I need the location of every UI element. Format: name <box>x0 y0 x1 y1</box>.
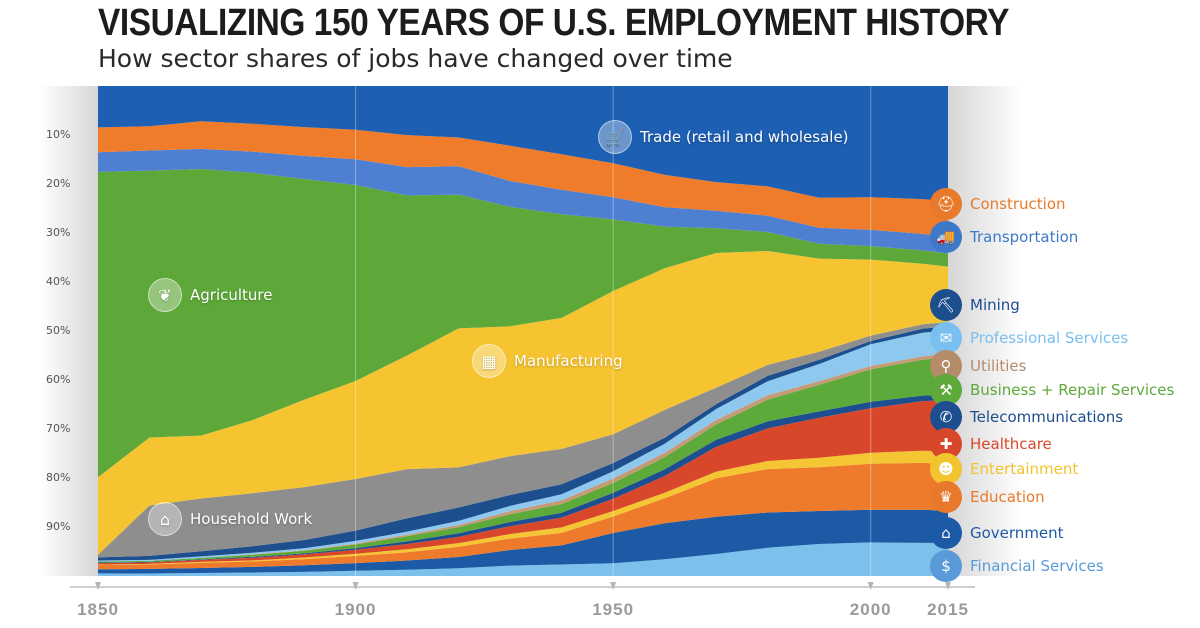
entertainment-icon: ☻ <box>930 453 962 485</box>
legend-label: Business + Repair Services <box>970 381 1175 399</box>
x-tick-label-1850: 1850 <box>77 600 119 619</box>
area-construction <box>98 121 948 237</box>
label-manufacturing-text: Manufacturing <box>514 352 623 370</box>
legend-label: Transportation <box>970 228 1079 246</box>
leaf-icon: ❦ <box>148 278 182 312</box>
y-tick-label-80: 80% <box>46 471 71 484</box>
area-business-repair-services <box>98 357 948 563</box>
area-healthcare <box>98 400 948 565</box>
label-household-text: Household Work <box>190 510 313 528</box>
legend-item-entertainment: ☻ Entertainment <box>930 453 1078 485</box>
chart-left-margin <box>40 86 98 576</box>
x-tick-2000 <box>867 582 874 590</box>
legend-item-telecommunications: ✆ Telecommunications <box>930 401 1123 433</box>
y-tick-label-10: 10% <box>46 128 71 141</box>
area-agriculture <box>98 169 948 478</box>
chart-title: VISUALIZING 150 YEARS OF U.S. EMPLOYMENT… <box>98 2 1010 44</box>
area-manufacturing <box>98 251 948 555</box>
area-professional-services <box>98 330 948 562</box>
x-tick-label-2000: 2000 <box>849 600 892 619</box>
x-tick-label-1900: 1900 <box>334 600 377 619</box>
y-tick-label-30: 30% <box>46 226 71 239</box>
mining-icon: ⛏ <box>930 289 962 321</box>
telecommunications-icon: ✆ <box>930 401 962 433</box>
legend-item-transportation: 🚚 Transportation <box>930 221 1078 253</box>
transportation-icon: 🚚 <box>930 221 962 253</box>
label-household: ⌂ Household Work <box>148 502 312 536</box>
area-trade-retail-and-wholesale <box>98 86 948 201</box>
area-entertainment <box>98 450 948 566</box>
legend-label: Professional Services <box>970 329 1129 347</box>
area-government <box>98 509 948 574</box>
x-tick-label-2015: 2015 <box>927 600 969 619</box>
house-icon: ⌂ <box>148 502 182 536</box>
area-layers <box>98 86 948 576</box>
label-agriculture: ❦ Agriculture <box>148 278 273 312</box>
legend-label: Entertainment <box>970 460 1079 478</box>
legend-label: Mining <box>970 296 1020 314</box>
y-tick-label-50: 50% <box>46 324 71 337</box>
legend-item-professional-services: ✉ Professional Services <box>930 322 1128 354</box>
area-financial-services <box>98 542 948 576</box>
factory-icon: ▦ <box>472 344 506 378</box>
legend-label: Healthcare <box>970 435 1052 453</box>
x-tick-label-1950: 1950 <box>592 600 635 619</box>
legend-item-government: ⌂ Government <box>930 517 1064 549</box>
education-icon: ♛ <box>930 481 962 513</box>
x-tick-2015 <box>945 582 951 590</box>
y-tick-label-40: 40% <box>46 275 71 288</box>
financial-services-icon: $ <box>930 550 962 582</box>
label-agriculture-text: Agriculture <box>190 286 273 304</box>
x-tick-1950 <box>610 582 617 590</box>
x-tick-1900 <box>352 582 359 590</box>
business-repair-icon: ⚒ <box>930 374 962 406</box>
legend-item-education: ♛ Education <box>930 481 1045 513</box>
label-trade: 🛒 Trade (retail and wholesale) <box>598 120 849 154</box>
construction-icon: ⛑ <box>930 188 962 220</box>
y-tick-label-60: 60% <box>46 373 71 386</box>
professional-services-icon: ✉ <box>930 322 962 354</box>
area-household-work <box>98 321 948 558</box>
x-axis-ticks <box>95 582 951 590</box>
y-tick-label-70: 70% <box>46 422 71 435</box>
legend-label: Utilities <box>970 357 1027 375</box>
government-icon: ⌂ <box>930 517 962 549</box>
area-transportation <box>98 148 948 254</box>
legend-label: Government <box>970 524 1064 542</box>
label-manufacturing: ▦ Manufacturing <box>472 344 623 378</box>
decade-lines <box>355 86 872 576</box>
legend-label: Financial Services <box>970 557 1104 575</box>
legend-label: Construction <box>970 195 1066 213</box>
legend-item-business-repair-services: ⚒ Business + Repair Services <box>930 374 1174 406</box>
label-trade-text: Trade (retail and wholesale) <box>640 128 849 146</box>
chart-subtitle: How sector shares of jobs have changed o… <box>98 44 733 73</box>
legend-item-financial-services: $ Financial Services <box>930 550 1104 582</box>
legend-label: Education <box>970 488 1045 506</box>
x-tick-1850 <box>95 582 101 590</box>
legend-label: Telecommunications <box>970 408 1124 426</box>
legend-item-construction: ⛑ Construction <box>930 188 1066 220</box>
cart-icon: 🛒 <box>598 120 632 154</box>
y-tick-label-20: 20% <box>46 177 71 190</box>
y-tick-label-90: 90% <box>46 520 71 533</box>
legend-item-mining: ⛏ Mining <box>930 289 1020 321</box>
area-education <box>98 462 948 570</box>
area-telecommunications <box>98 394 948 564</box>
